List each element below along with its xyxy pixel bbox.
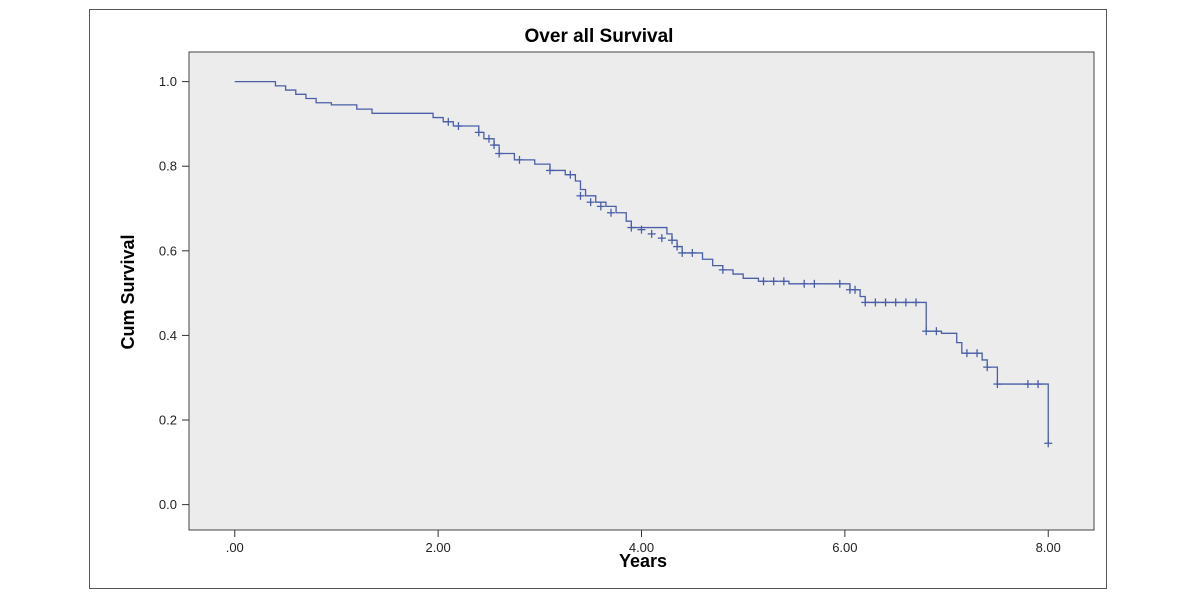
censor-mark bbox=[993, 380, 1002, 389]
censor-mark bbox=[983, 363, 992, 372]
censor-mark bbox=[673, 242, 682, 251]
censor-mark bbox=[1023, 380, 1032, 389]
y-axis-label: Cum Survival bbox=[118, 234, 138, 349]
x-axis: .00 2.00 4.00 6.00 8.00 bbox=[226, 530, 1061, 555]
censor-mark bbox=[851, 285, 860, 294]
censor-marks bbox=[444, 117, 1053, 448]
censor-mark bbox=[800, 279, 809, 288]
censor-mark bbox=[835, 279, 844, 288]
chart-title: Over all Survival bbox=[525, 26, 674, 47]
censor-mark bbox=[779, 277, 788, 286]
censor-mark bbox=[718, 265, 727, 274]
censor-mark bbox=[668, 236, 677, 245]
y-tick-label: 0.8 bbox=[159, 159, 177, 174]
censor-mark bbox=[637, 225, 646, 234]
censor-mark bbox=[566, 170, 575, 179]
censor-mark bbox=[769, 277, 778, 286]
censor-mark bbox=[922, 327, 931, 336]
y-tick-label: 0.4 bbox=[159, 328, 177, 343]
censor-mark bbox=[912, 298, 921, 307]
x-tick-label: 2.00 bbox=[425, 540, 450, 555]
y-axis: 0.0 0.2 0.4 0.6 0.8 1.0 bbox=[159, 74, 189, 512]
censor-mark bbox=[454, 122, 463, 131]
censor-mark bbox=[678, 248, 687, 257]
censor-mark bbox=[1044, 439, 1053, 448]
censor-mark bbox=[891, 298, 900, 307]
censor-mark bbox=[759, 277, 768, 286]
censor-mark bbox=[490, 141, 499, 150]
censor-mark bbox=[545, 166, 554, 175]
censor-mark bbox=[657, 234, 666, 243]
x-axis-label: Years bbox=[619, 551, 667, 571]
censor-mark bbox=[495, 149, 504, 158]
censor-mark bbox=[932, 327, 941, 336]
survival-chart: Over all Survival 0.0 0.2 0.4 0.6 0.8 1.0 .00… bbox=[118, 26, 1095, 571]
censor-mark bbox=[861, 298, 870, 307]
censor-mark bbox=[606, 208, 615, 217]
x-tick-label: 4.00 bbox=[629, 540, 654, 555]
y-tick-label: 1.0 bbox=[159, 74, 177, 89]
censor-mark bbox=[474, 128, 483, 137]
censor-mark bbox=[647, 229, 656, 238]
censor-mark bbox=[627, 223, 636, 232]
censor-mark bbox=[973, 349, 982, 358]
censor-mark bbox=[586, 198, 595, 207]
censor-mark bbox=[871, 298, 880, 307]
x-tick-label: 8.00 bbox=[1036, 540, 1061, 555]
censor-mark bbox=[810, 279, 819, 288]
censor-mark bbox=[515, 155, 524, 164]
censor-mark bbox=[688, 248, 697, 257]
censor-mark bbox=[881, 298, 890, 307]
censor-mark bbox=[1034, 380, 1043, 389]
y-tick-label: 0.2 bbox=[159, 413, 177, 428]
y-tick-label: 0.6 bbox=[159, 243, 177, 258]
x-tick-label: 6.00 bbox=[832, 540, 857, 555]
censor-mark bbox=[484, 134, 493, 143]
censor-mark bbox=[962, 349, 971, 358]
plot-area bbox=[188, 51, 1095, 531]
censor-mark bbox=[576, 191, 585, 200]
x-tick-label: .00 bbox=[226, 540, 244, 555]
chart-frame: Over all Survival 0.0 0.2 0.4 0.6 0.8 1.0 .00… bbox=[89, 9, 1107, 589]
censor-mark bbox=[444, 117, 453, 126]
censor-mark bbox=[901, 298, 910, 307]
censor-mark bbox=[596, 202, 605, 211]
y-tick-label: 0.0 bbox=[159, 497, 177, 512]
